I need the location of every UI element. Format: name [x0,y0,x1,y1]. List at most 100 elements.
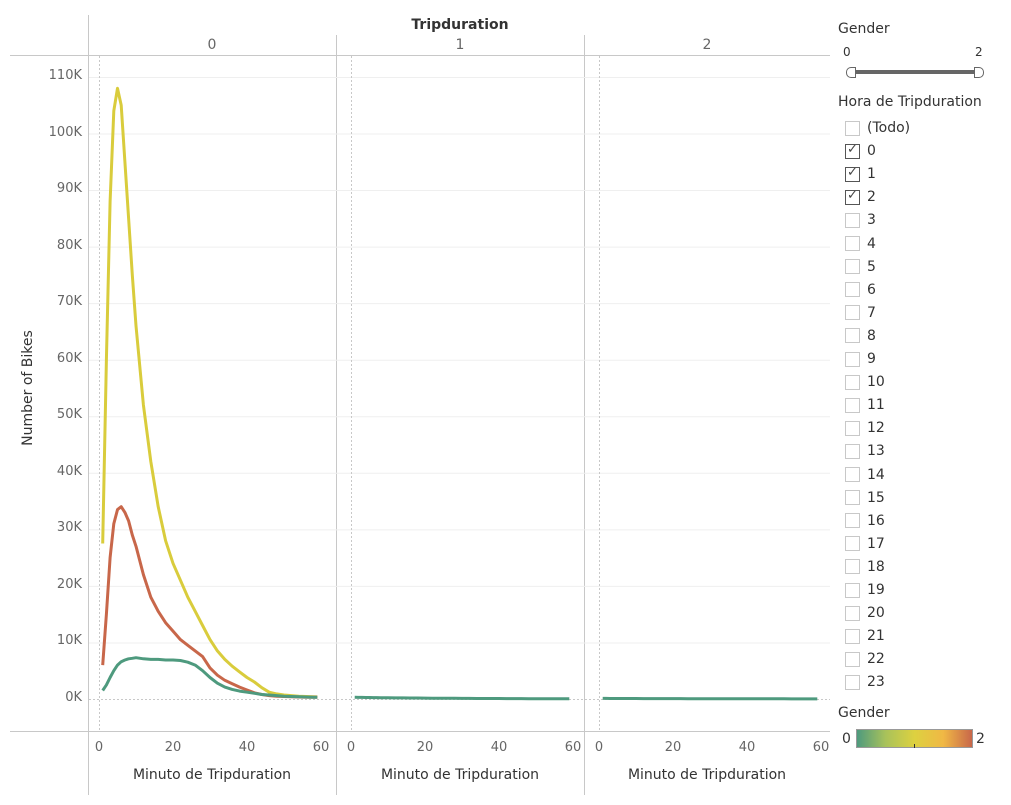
hour-filter-item[interactable]: 5 [845,257,876,277]
checkbox-unchecked[interactable] [845,467,860,482]
hour-filter-item-label: 9 [867,351,876,367]
hour-filter-item[interactable]: 18 [845,557,885,577]
hour-filter-item-label: 5 [867,258,876,275]
checkbox-unchecked[interactable] [845,305,860,321]
hour-filter-item-label: 18 [867,558,885,575]
checkbox-unchecked[interactable] [845,420,860,436]
hour-filter-item[interactable]: 15 [845,488,885,508]
column-header-title: Tripduration [411,17,509,33]
hour-filter-item[interactable]: 4 [845,234,876,254]
checkbox-unchecked[interactable] [845,259,860,275]
hour-filter-item-label: (Todo) [867,120,911,136]
series-line-1-all-genders[interactable] [354,695,570,701]
hour-filter-item-label: 21 [867,628,885,645]
hour-filter-item[interactable]: 0 [845,141,876,161]
y-tick-label: 20K [56,576,82,592]
hour-filter-item-label: 3 [867,212,876,229]
color-legend-title: Gender [838,705,890,721]
hour-filter-item[interactable]: 22 [845,649,885,669]
checkbox-unchecked[interactable] [845,490,860,506]
checkbox-unchecked[interactable] [845,397,860,413]
series-line-0-gender-0[interactable] [101,656,318,699]
checkbox-unchecked[interactable] [845,513,860,529]
y-tick-label: 90K [56,181,82,197]
hour-filter-item[interactable]: 23 [845,672,885,692]
checkbox-unchecked[interactable] [845,443,860,459]
series-line-2-all-genders[interactable] [602,696,818,701]
x-axis-title-2: Minuto de Tripduration [627,767,787,783]
hour-filter-item[interactable]: 14 [845,465,885,485]
hour-filter-item[interactable]: 13 [845,441,885,461]
hour-filter-item[interactable]: 2 [845,187,876,207]
hour-filter-item-label: 7 [867,304,876,321]
y-tick-label: 80K [56,237,82,253]
x-tick-label: 60 [312,740,330,755]
checkbox-unchecked[interactable] [845,120,860,136]
x-tick-label: 20 [164,740,182,755]
checkbox-unchecked[interactable] [845,328,860,344]
x-tick-label: 0 [94,740,104,755]
y-axis-title: Number of Bikes [20,330,36,446]
checkbox-unchecked[interactable] [845,536,860,552]
hour-filter-item-label: 17 [867,535,885,552]
checkbox-unchecked[interactable] [845,236,860,251]
hour-filter-item[interactable]: (Todo) [845,118,910,138]
x-tick-label: 0 [346,740,356,755]
hour-filter-item[interactable]: 9 [845,349,876,369]
x-axis-title-0: Minuto de Tripduration [132,767,292,783]
hour-filter-item-label: 14 [867,466,885,483]
hour-filter-item-label: 11 [867,397,885,414]
slider-handle-max[interactable] [974,67,984,78]
hour-filter-item[interactable]: 11 [845,395,885,415]
hour-filter-item[interactable]: 20 [845,603,885,623]
checkbox-checked[interactable] [845,188,860,205]
y-tick-label: 30K [56,520,82,536]
hour-filter-item[interactable]: 17 [845,534,885,554]
hour-filter-item[interactable]: 6 [845,280,876,300]
x-tick-label: 40 [238,740,256,755]
series-line-0-gender-1[interactable] [101,86,318,699]
hour-filter-item-label: 6 [867,281,876,298]
checkbox-checked[interactable] [845,142,860,159]
hour-filter-item-label: 16 [867,512,885,529]
x-tick-label: 60 [812,740,830,755]
hour-filter-title: Hora de Tripduration [838,94,982,110]
hour-filter-item[interactable]: 8 [845,326,876,346]
hour-filter-item[interactable]: 21 [845,626,885,646]
checkbox-unchecked[interactable] [845,559,860,575]
y-tick-label: 100K [48,124,82,140]
hour-filter-item[interactable]: 1 [845,164,876,184]
hour-filter-item-label: 0 [867,143,876,160]
hour-filter-item[interactable]: 19 [845,580,885,600]
hour-filter-item[interactable]: 7 [845,303,876,323]
panel-header-0: 0 [207,37,217,53]
x-tick-label: 40 [738,740,756,755]
hour-filter-item[interactable]: 10 [845,372,885,392]
color-legend-max: 2 [976,731,985,747]
y-tick-label: 50K [56,407,82,423]
checkbox-unchecked[interactable] [845,582,860,598]
hour-filter-item-label: 22 [867,651,885,668]
checkbox-unchecked[interactable] [845,374,860,390]
checkbox-unchecked[interactable] [845,674,860,690]
color-legend-min: 0 [842,731,851,747]
hour-filter-item-label: 19 [867,582,885,598]
hour-filter-item-label: 1 [867,166,876,183]
hour-filter-item-label: 10 [867,374,885,391]
hour-filter-item-label: 23 [867,674,885,691]
hour-filter-item[interactable]: 3 [845,210,876,230]
checkbox-unchecked[interactable] [845,628,860,644]
hour-filter-item[interactable]: 16 [845,511,885,531]
gender-range-slider[interactable] [846,66,984,78]
checkbox-unchecked[interactable] [845,605,860,621]
hour-filter-item[interactable]: 12 [845,418,885,438]
checkbox-unchecked[interactable] [845,212,860,228]
checkbox-unchecked[interactable] [845,282,860,298]
series-line-0-gender-2[interactable] [101,505,318,699]
checkbox-unchecked[interactable] [845,351,860,367]
checkbox-checked[interactable] [845,165,860,182]
checkbox-unchecked[interactable] [845,651,860,667]
x-tick-label: 40 [490,740,508,755]
slider-handle-min[interactable] [846,67,856,78]
panel-header-2: 2 [702,37,712,53]
